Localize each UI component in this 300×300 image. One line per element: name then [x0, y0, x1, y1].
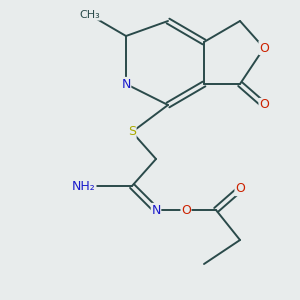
Text: O: O — [181, 203, 191, 217]
Text: O: O — [235, 182, 245, 196]
Text: CH₃: CH₃ — [80, 10, 100, 20]
Text: NH₂: NH₂ — [72, 179, 96, 193]
Text: N: N — [151, 203, 161, 217]
Text: O: O — [259, 41, 269, 55]
Text: N: N — [121, 77, 131, 91]
Text: S: S — [128, 125, 136, 139]
Text: O: O — [259, 98, 269, 112]
